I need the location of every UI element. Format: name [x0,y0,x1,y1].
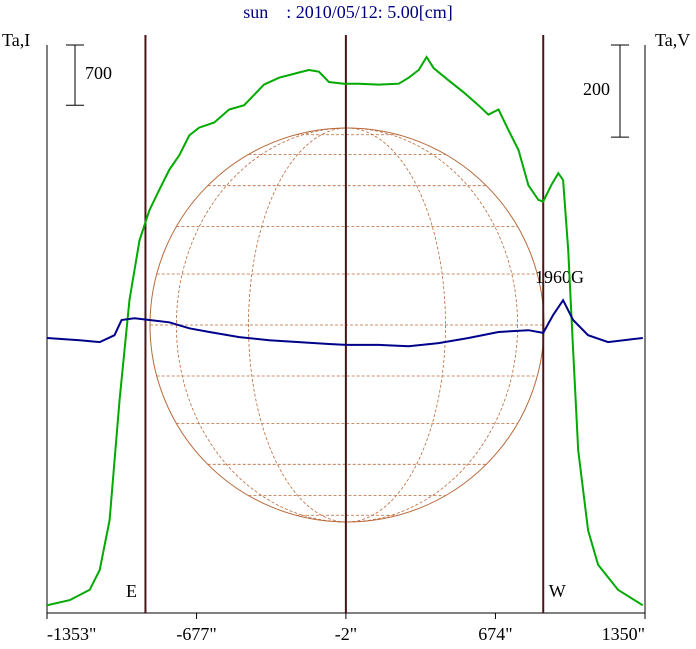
limb-label: E [126,581,137,601]
x-tick-label: 674" [478,624,512,644]
y-axis-label: Ta,I [2,30,30,50]
chart-title: sun : 2010/05/12: 5.00[cm] [243,2,453,22]
x-tick-label: -677" [176,624,216,644]
limb-label: W [549,581,566,601]
series-line [46,55,644,607]
x-tick-label: -2" [335,624,357,644]
annotation: 1960G [535,267,584,287]
y2-axis-label: Ta,V [655,30,690,50]
sun-disk-grid [149,127,545,523]
scale-label: 700 [85,63,112,83]
series-line [46,298,643,348]
scale-label: 200 [583,79,610,99]
x-tick-label: 1350" [602,624,645,644]
x-tick-label: -1353" [47,624,96,644]
